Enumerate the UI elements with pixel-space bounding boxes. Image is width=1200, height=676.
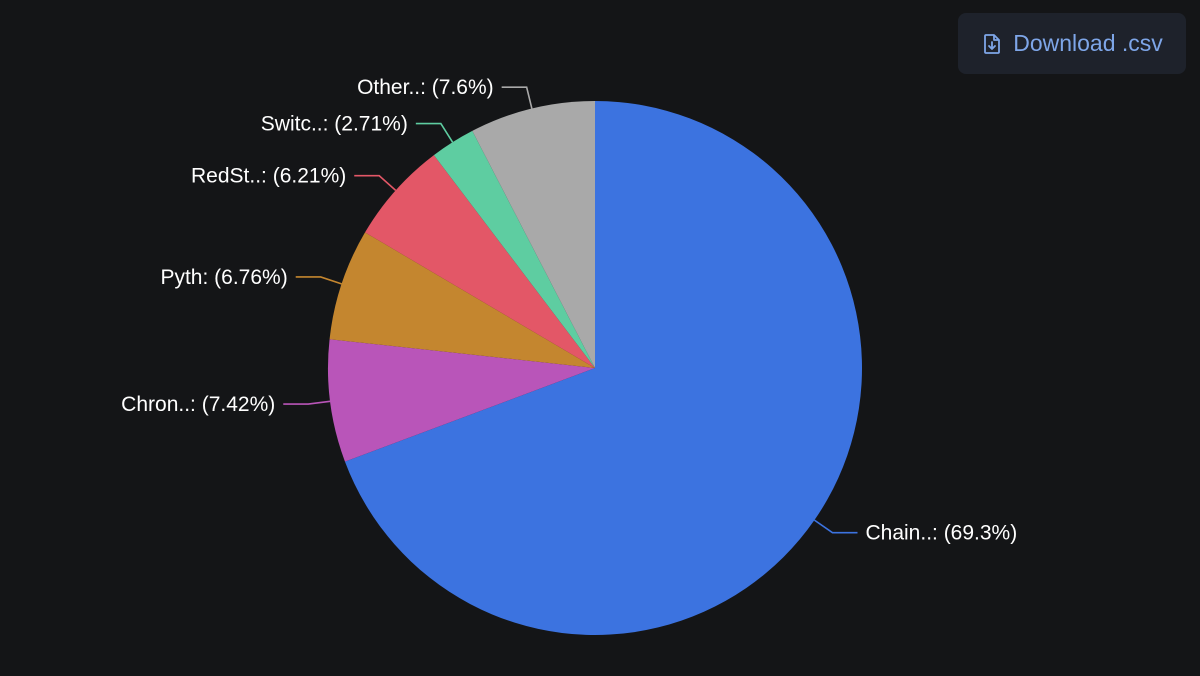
file-download-icon — [981, 33, 1003, 55]
leader-line — [501, 86, 533, 109]
slice-label: RedSt..: (6.21%) — [191, 165, 346, 188]
pie-slice-switc[interactable] — [433, 130, 595, 368]
pie-slice-chron[interactable] — [328, 339, 595, 462]
leader-line — [283, 400, 331, 405]
pie-slice-redst[interactable] — [365, 155, 595, 368]
leader-line — [354, 174, 397, 191]
pie-slice-pyth[interactable] — [329, 232, 595, 368]
download-csv-button[interactable]: Download .csv — [958, 13, 1186, 74]
slice-label: Pyth: (6.76%) — [160, 266, 287, 289]
slice-label: Chron..: (7.42%) — [121, 393, 275, 416]
slice-labels: Chain..: (69.3%) Chron..: (7.42%) Pyth: (6… — [121, 76, 1017, 544]
label-leader-lines — [283, 86, 858, 534]
leader-line — [415, 122, 454, 143]
pie-slice-chain[interactable] — [344, 101, 863, 635]
slice-label: Other..: (7.6%) — [357, 76, 494, 99]
pie-slice-other[interactable] — [472, 101, 595, 368]
leader-line — [295, 276, 342, 285]
leader-line — [813, 519, 858, 534]
slice-label: Chain..: (69.3%) — [865, 522, 1017, 545]
download-button-label: Download .csv — [1013, 30, 1163, 56]
pie-slices — [328, 101, 863, 635]
slice-label: Switc..: (2.71%) — [261, 113, 408, 136]
